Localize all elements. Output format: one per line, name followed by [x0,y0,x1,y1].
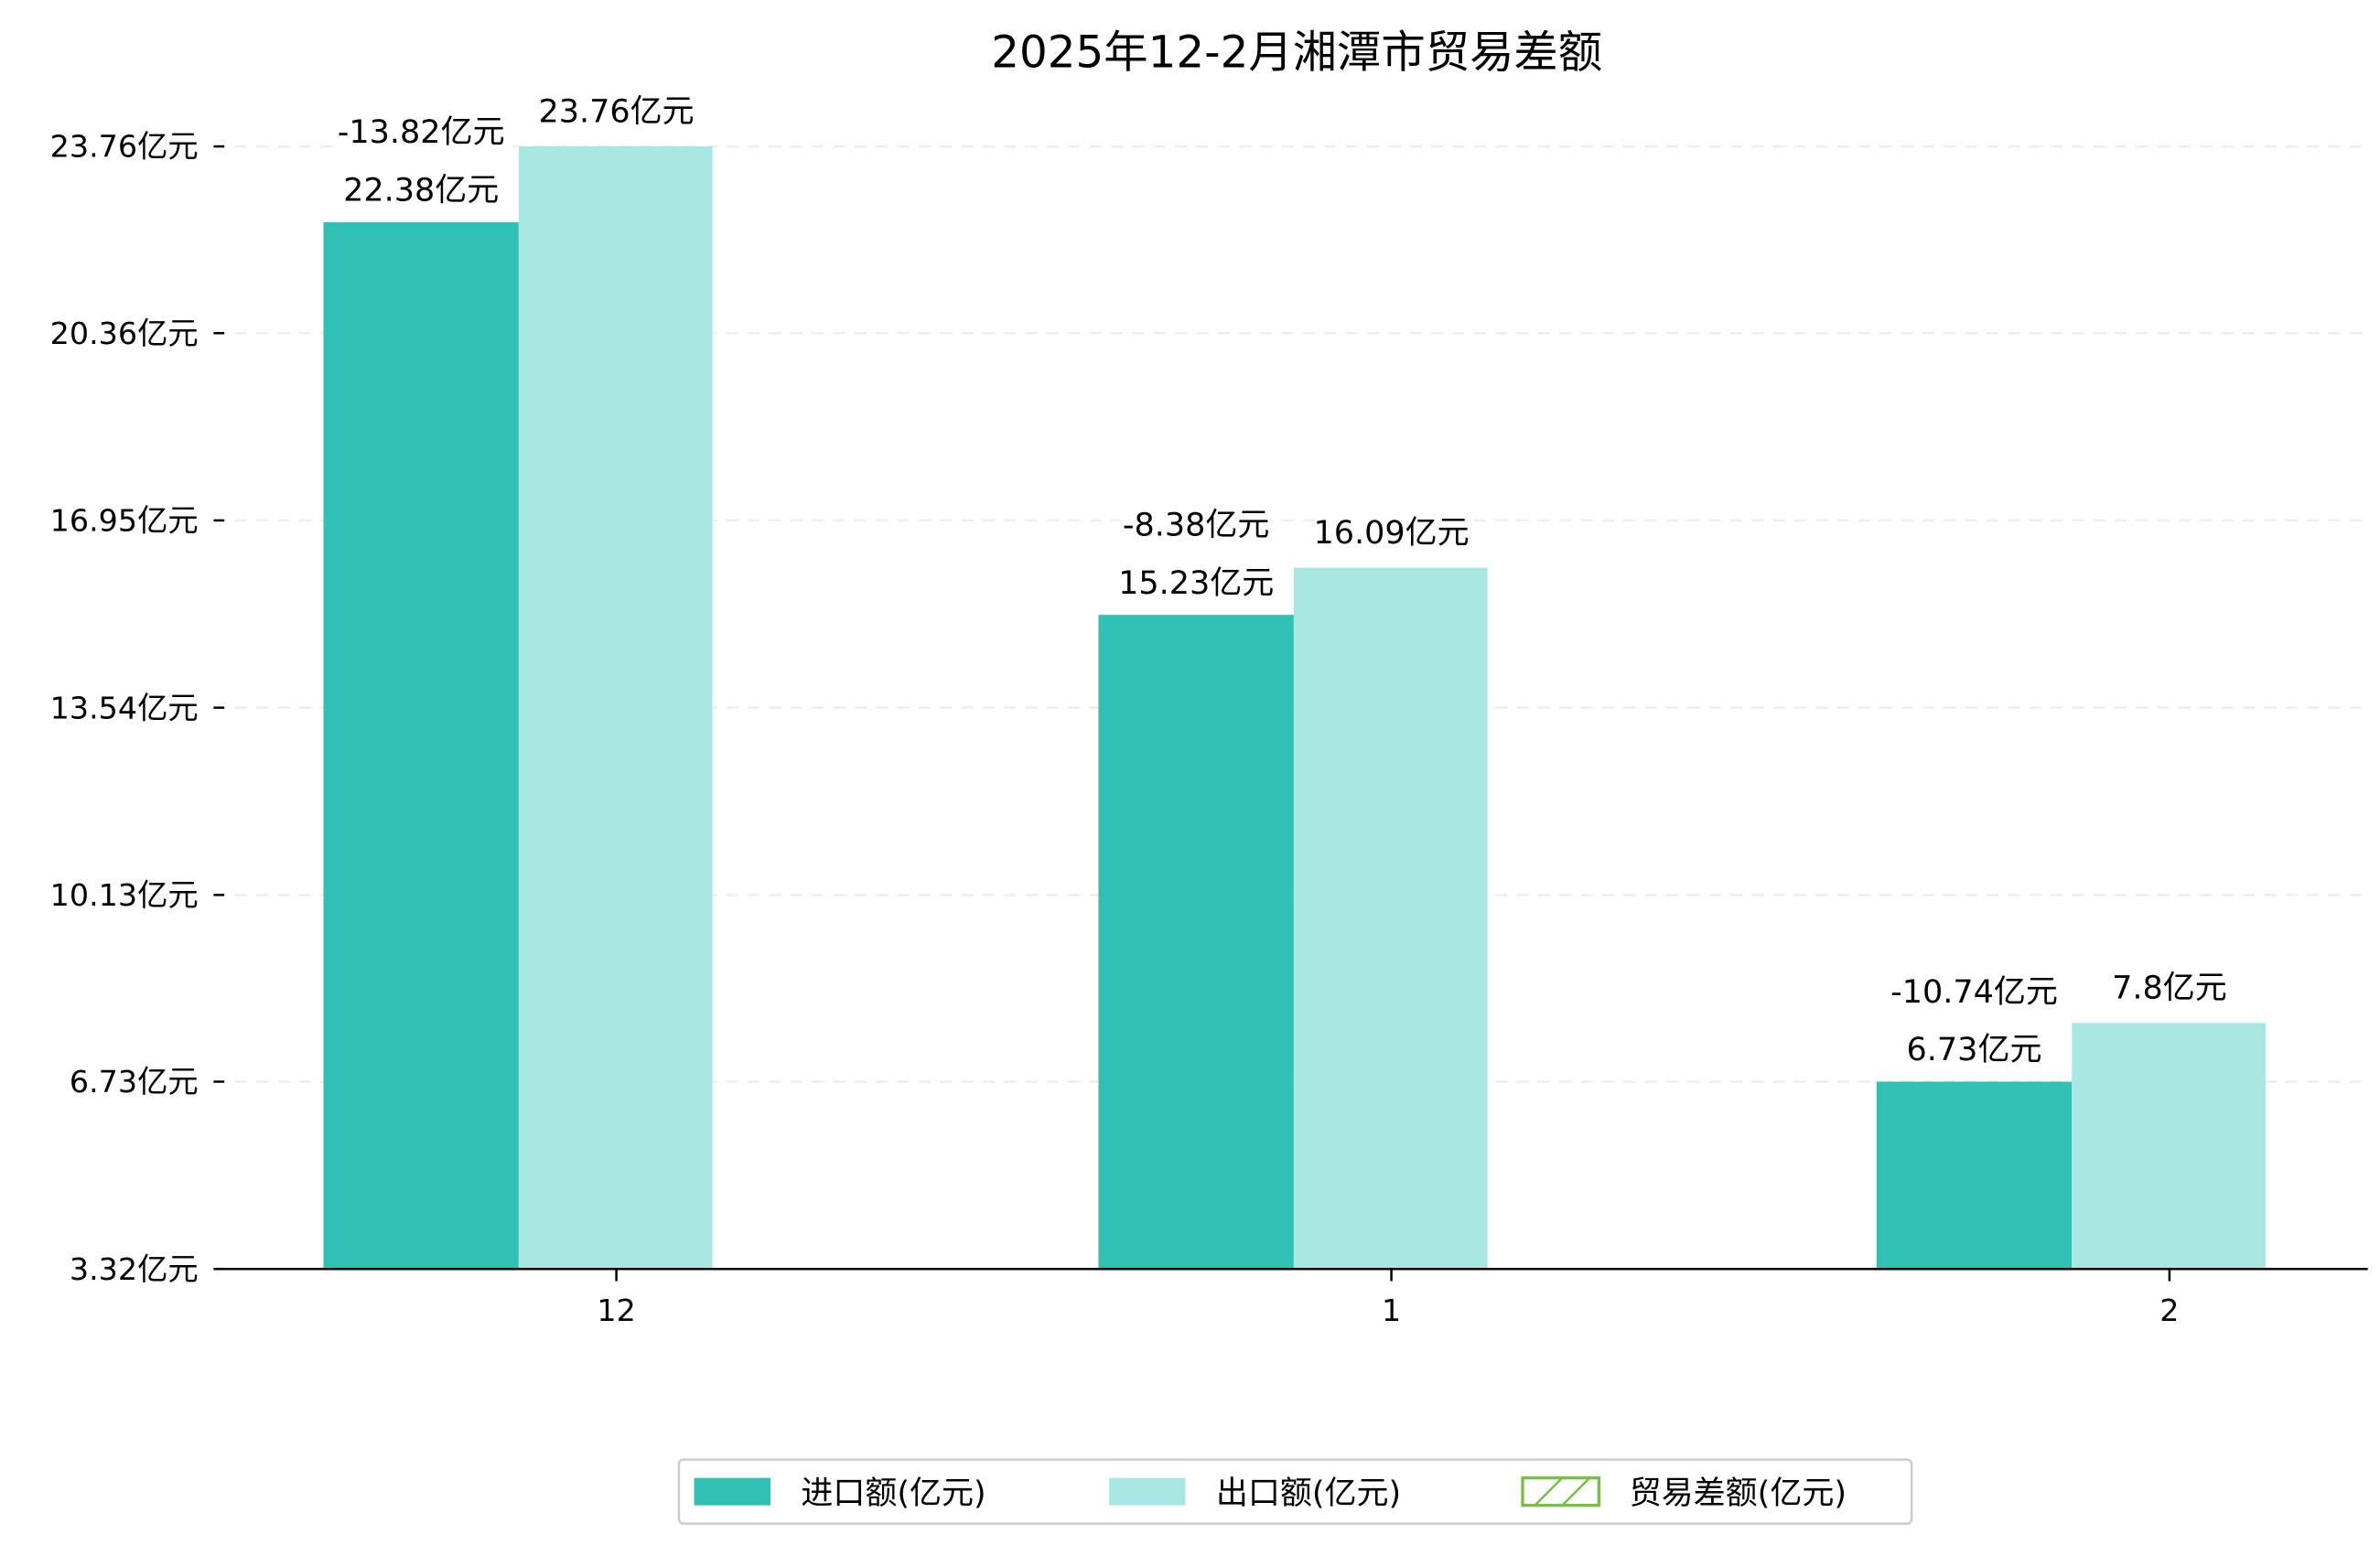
data-label: 15.23亿元 [1118,565,1274,602]
data-label: 23.76亿元 [538,93,694,130]
data-label-bg [1121,560,1271,606]
data-label-bg [346,166,496,213]
bar-export [518,146,713,1270]
data-label-bg [1316,510,1467,556]
y-tick-label: 10.13亿元 [50,877,199,913]
data-label: -10.74亿元 [1890,974,2058,1011]
legend-swatch-export [1109,1477,1186,1506]
legend: 进口额(亿元) 出口额(亿元) 贸易差额(亿元) [677,1458,1913,1525]
data-label: 6.73亿元 [1907,1032,2042,1068]
data-label-bg [541,88,692,134]
legend-label: 进口额(亿元) [801,1475,985,1512]
x-tick-label: 1 [1382,1293,1401,1328]
bar-import [1876,1081,2073,1270]
data-label-bg [1908,1026,2041,1073]
data-label: 7.8亿元 [2112,971,2227,1007]
legend-hatch [1561,1476,1591,1507]
legend-box [677,1458,1913,1525]
data-label: -8.38亿元 [1123,507,1270,543]
legend-label: 出口额(亿元) [1216,1475,1401,1512]
x-tick-label: 2 [2159,1293,2179,1328]
y-tick-label: 23.76亿元 [50,129,199,165]
bar-export [2072,1023,2266,1270]
data-label-bg [1121,501,1271,548]
data-label-bg [2113,964,2226,1011]
data-label-bg [1890,969,2059,1015]
y-tick-label: 16.95亿元 [50,503,199,539]
x-tick-label: 12 [597,1293,635,1328]
y-tick-label: 13.54亿元 [50,690,199,725]
data-label: -13.82亿元 [338,114,505,151]
chart-title: 2025年12-2月湘潭市贸易差额 [991,27,1602,78]
y-tick-label: 3.32亿元 [70,1251,199,1287]
bar-import [1098,615,1294,1270]
data-label-bg [337,109,505,156]
legend-label: 贸易差额(亿元) [1630,1475,1847,1512]
y-tick-label: 6.73亿元 [70,1064,199,1100]
bar-export [1293,567,1488,1270]
data-label: 22.38亿元 [343,173,499,209]
y-tick-label: 20.36亿元 [50,316,199,351]
legend-swatch-import [694,1477,770,1506]
bar-import [323,221,519,1270]
data-label: 16.09亿元 [1313,515,1469,552]
legend-hatch [1534,1476,1564,1507]
